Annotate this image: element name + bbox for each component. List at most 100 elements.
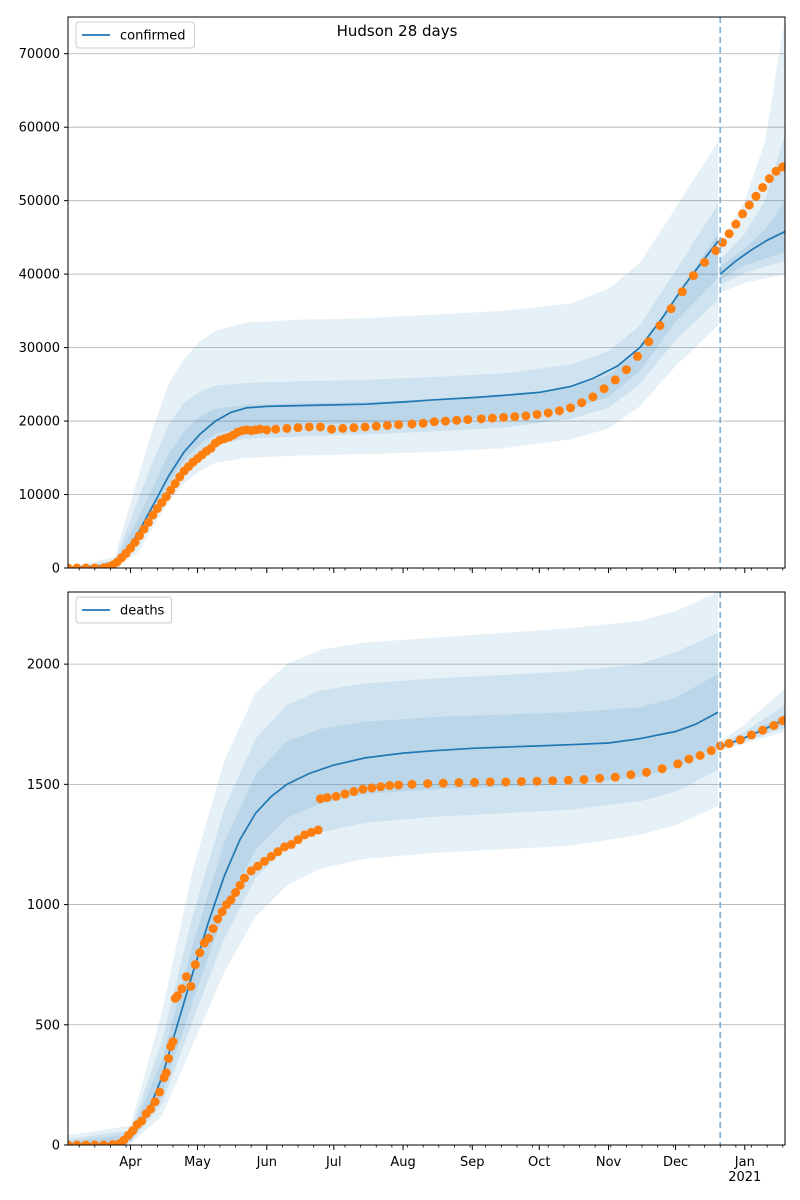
band-middle-fit xyxy=(68,204,718,568)
observed-point xyxy=(595,773,605,783)
observed-point xyxy=(487,413,497,423)
observed-point xyxy=(195,948,205,958)
observed-point xyxy=(168,1037,178,1047)
observed-point xyxy=(266,851,276,861)
confirmed-panel: 0 10000 20000 30000 40000 50000 60000 70000 conf… xyxy=(19,16,786,577)
observed-point xyxy=(440,416,450,426)
x-tick-label: Aug xyxy=(390,1155,415,1170)
observed-point xyxy=(642,767,652,777)
y-tick-label: 20000 xyxy=(19,415,60,430)
observed-point xyxy=(282,423,292,433)
observed-point xyxy=(476,414,486,424)
observed-point xyxy=(130,537,140,547)
observed-point xyxy=(164,1053,174,1063)
observed-point xyxy=(510,412,520,422)
observed-point xyxy=(463,415,473,425)
observed-point xyxy=(657,764,667,774)
observed-point xyxy=(177,984,187,994)
y-tick-label: 60000 xyxy=(19,121,60,136)
observed-point xyxy=(246,866,256,876)
observed-point xyxy=(204,933,214,943)
observed-point xyxy=(738,209,748,219)
observed-point xyxy=(769,720,779,730)
band-outer-fit xyxy=(68,141,718,568)
observed-point xyxy=(349,423,359,433)
observed-point xyxy=(610,375,620,385)
observed-point xyxy=(688,271,698,281)
observed-point xyxy=(588,392,598,402)
observed-point xyxy=(394,780,404,790)
observed-point xyxy=(644,337,654,347)
x-tick-label: May xyxy=(184,1155,211,1170)
x-tick-label: Oct xyxy=(528,1155,550,1170)
observed-point xyxy=(543,408,553,418)
observed-point xyxy=(677,287,687,297)
x-tick-label: Dec xyxy=(663,1155,688,1170)
observed-point xyxy=(385,781,395,791)
observed-point xyxy=(610,772,620,782)
observed-point xyxy=(313,825,323,835)
observed-point xyxy=(452,415,462,425)
observed-point xyxy=(700,257,710,267)
observed-point xyxy=(577,398,587,408)
observed-point xyxy=(633,351,643,361)
observed-point xyxy=(137,1116,147,1126)
observed-point xyxy=(454,778,464,788)
observed-point xyxy=(554,406,564,416)
plot-area xyxy=(68,592,785,1145)
observed-point xyxy=(655,321,665,331)
observed-point xyxy=(758,182,768,192)
observed-point xyxy=(322,793,332,803)
axes-frame xyxy=(67,591,786,1146)
observed-point xyxy=(90,1140,100,1145)
figure-title: Hudson 28 days xyxy=(337,22,458,40)
observed-point xyxy=(360,422,370,432)
observed-point xyxy=(376,782,386,792)
model-median-line xyxy=(68,240,719,568)
y-tick-label: 0 xyxy=(52,1139,60,1154)
x-tick-label: Jun xyxy=(256,1155,277,1170)
observed-point xyxy=(315,422,325,432)
y-tick-label: 2000 xyxy=(27,658,60,673)
y-tick-label: 0 xyxy=(52,562,60,577)
observed-point xyxy=(423,779,433,789)
observed-point xyxy=(81,1140,91,1145)
observed-point xyxy=(231,888,241,898)
observed-point xyxy=(315,794,325,804)
band-middle-fit xyxy=(68,632,718,1145)
observed-point xyxy=(751,191,761,201)
observed-point xyxy=(470,777,480,787)
observed-point xyxy=(146,1104,156,1114)
observed-point xyxy=(626,770,636,780)
observed-point xyxy=(293,835,303,845)
observed-point xyxy=(190,960,200,970)
observed-point xyxy=(673,759,683,769)
observed-point xyxy=(778,716,785,726)
observed-point xyxy=(407,419,417,429)
observed-point xyxy=(170,479,180,489)
observed-point xyxy=(148,510,158,520)
observed-point xyxy=(731,219,741,229)
observed-point xyxy=(548,776,558,786)
observed-point xyxy=(367,783,377,793)
observed-point xyxy=(407,779,417,789)
observed-point xyxy=(666,304,676,314)
observed-point xyxy=(208,924,218,934)
observed-point xyxy=(371,421,381,431)
observed-point xyxy=(758,725,768,735)
plot-area xyxy=(68,17,785,568)
observed-point xyxy=(139,524,149,534)
observed-point xyxy=(304,422,314,432)
x-tick-label: Apr xyxy=(119,1155,142,1170)
y-tick-label: 40000 xyxy=(19,268,60,283)
observed-point xyxy=(172,991,182,1001)
observed-point xyxy=(340,789,350,799)
observed-point xyxy=(499,412,509,422)
observed-point xyxy=(358,784,368,794)
observed-point xyxy=(213,914,223,924)
observed-point xyxy=(349,787,359,797)
observed-point xyxy=(746,730,756,740)
observed-point xyxy=(99,1140,109,1145)
legend-box xyxy=(75,21,195,49)
